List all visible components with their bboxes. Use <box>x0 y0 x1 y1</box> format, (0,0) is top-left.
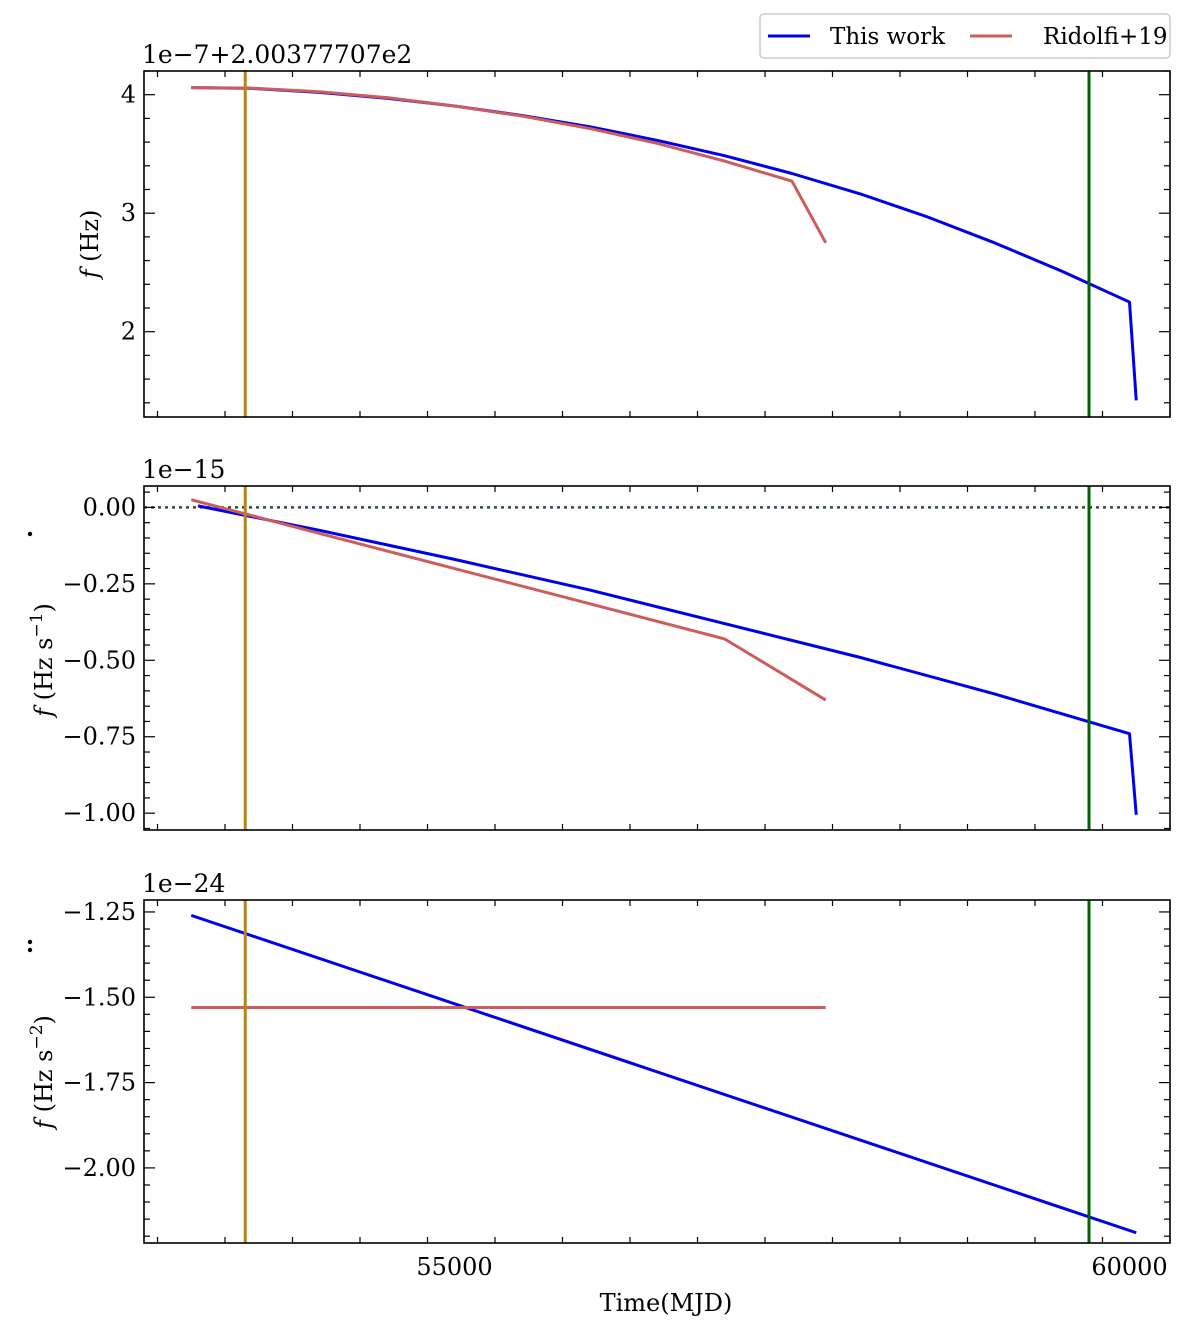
panel-fddot-y-tick-label: −1.75 <box>62 1069 136 1097</box>
panel-fddot-offset-text: 1e−24 <box>142 869 225 898</box>
panel-fdot-y-tick-label: −0.75 <box>62 723 136 751</box>
legend-label-this-work: This work <box>830 24 946 50</box>
legend: This work Ridolfi+19 <box>759 13 1171 59</box>
panel-f-y-tick-label: 4 <box>121 81 136 109</box>
panels: 2 3 41e−7+2.00377707e2 f (Hz) 0.00 −0.25 −0.50… <box>27 40 1171 1281</box>
panel-f-y-axis-label: f (Hz) <box>76 210 104 281</box>
legend-label-ridolfi: Ridolfi+19 <box>1043 24 1167 50</box>
panel-fddot-marks <box>190 900 1137 1243</box>
panel-fdot-y-tick-label: −0.25 <box>62 570 136 598</box>
panel-fddot: −1.25 −1.50 −1.75 −2.00 55000 60000 1e−24 f (Hz… <box>27 869 1171 1281</box>
panel-fddot-derivative-dot <box>27 947 33 953</box>
panel-fddot-y-tick-label: −2.00 <box>62 1154 136 1182</box>
panel-fddot-series-this-work <box>190 913 1137 1235</box>
panel-fdot: 0.00 −0.25 −0.50 −0.75 −1.00 1e−15 f (Hz s−1) <box>27 455 1171 831</box>
panel-fdot-marks <box>144 486 1170 830</box>
y-axis-unit: (Hz s <box>30 1050 58 1121</box>
legend-frame <box>759 13 1171 59</box>
y-axis-unit-power: −1 <box>27 612 47 637</box>
panel-fdot-frame <box>143 485 1171 831</box>
panel-fddot-y-axis-label: f (Hz s−2) <box>27 1015 58 1131</box>
y-axis-unit-power: −2 <box>27 1024 47 1049</box>
x-axis-label: Time(MJD) <box>600 1289 733 1317</box>
y-axis-unit: (Hz s <box>30 638 58 709</box>
y-axis-unit: (Hz) <box>76 210 104 270</box>
y-axis-unit-close: ) <box>30 603 58 612</box>
y-axis-unit-close: ) <box>30 1015 58 1024</box>
panel-f-marks <box>191 71 1138 417</box>
panel-fdot-y-tick-label: −0.50 <box>62 646 136 674</box>
panel-f: 2 3 41e−7+2.00377707e2 f (Hz) <box>76 40 1171 418</box>
panel-fdot-series-this-work <box>197 504 1138 815</box>
panel-fdot-offset-text: 1e−15 <box>142 455 225 484</box>
panel-f-y-tick-label: 3 <box>121 199 136 227</box>
panel-fddot-derivative-dot <box>27 939 33 945</box>
panel-fddot-frame <box>143 899 1171 1244</box>
panel-fdot-y-tick-label: −1.00 <box>62 799 136 827</box>
panel-fdot-y-tick-label: 0.00 <box>83 493 136 521</box>
panel-f-y-tick-label: 2 <box>121 318 136 346</box>
panel-fdot-series-ridolfi <box>190 498 827 702</box>
panel-f-frame <box>143 70 1171 418</box>
panel-fdot-derivative-dot <box>27 531 33 537</box>
panel-f-series-this-work <box>191 86 1138 401</box>
panel-fdot-y-axis-label: f (Hz s−1) <box>27 603 58 719</box>
panel-f-series-ridolfi <box>191 86 828 244</box>
panel-fddot-y-tick-label: −1.25 <box>62 898 136 926</box>
panel-f-offset-text: 1e−7+2.00377707e2 <box>142 40 412 69</box>
x-tick-label: 55000 <box>416 1253 492 1281</box>
x-tick-label: 60000 <box>1091 1253 1167 1281</box>
panel-fddot-y-tick-label: −1.50 <box>62 983 136 1011</box>
